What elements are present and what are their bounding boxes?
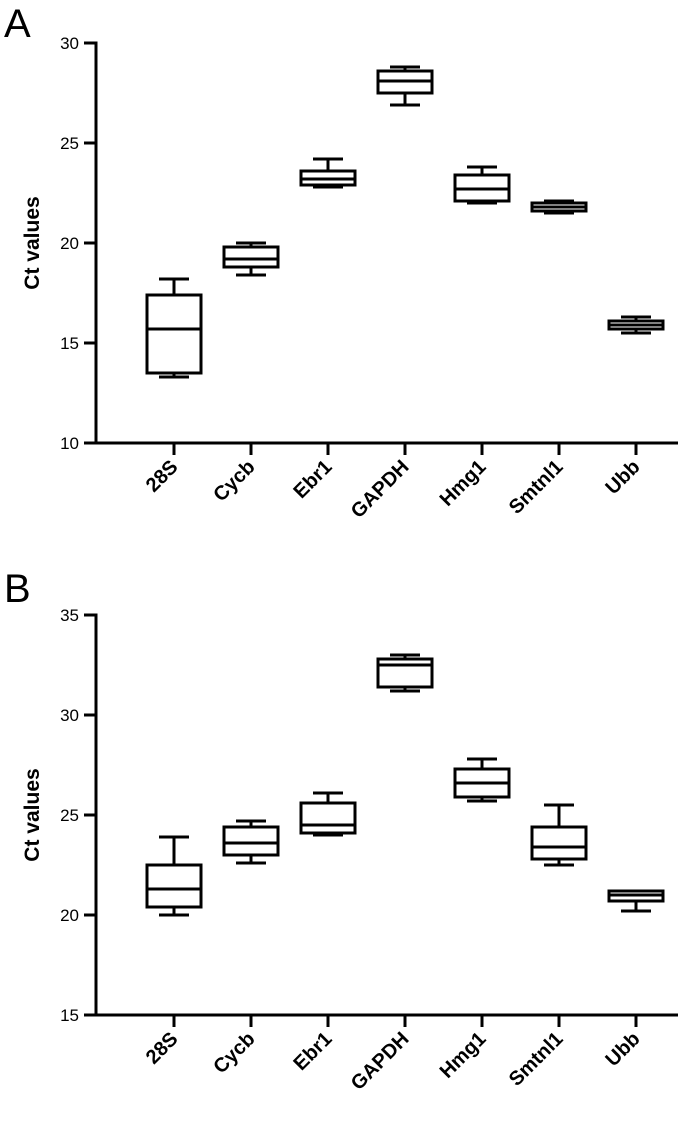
- panel-a-x-tick-label: Ubb: [601, 456, 644, 499]
- panel-a-y-axis-label: Ct values: [21, 196, 44, 289]
- panel-a-box-hmg1: [453, 165, 511, 205]
- panel-b-x-tick-label: Hmg1: [436, 1028, 491, 1083]
- panel-a-x-tick-label: Ebr1: [290, 456, 337, 503]
- panel-b-letter: B: [4, 567, 31, 611]
- panel-b-x-tick-label: Cycb: [209, 1028, 259, 1078]
- panel-a-x-tick-label: 28S: [142, 456, 183, 497]
- panel-a-box-gapdh: [376, 65, 434, 107]
- panel-b-x-tick-label: Ebr1: [290, 1028, 337, 1075]
- panel-b-box-smtnl1: [530, 803, 588, 867]
- panel-a-y-tick-label: 25: [60, 134, 79, 153]
- iqr-box: [376, 657, 434, 689]
- panel-b-y-tick-label: 20: [60, 906, 79, 925]
- panel-b-x-tick-label: 28S: [142, 1028, 183, 1069]
- iqr-box: [145, 293, 203, 375]
- panel-a-y-tick-label: 20: [60, 234, 79, 253]
- panel-a-y-tick-label: 15: [60, 334, 79, 353]
- panel-a: A Ct values 10 15 20 25 30 28S Cycb Ebr1 GAPDH Hm…: [4, 2, 678, 523]
- panel-a-x-tick-label: GAPDH: [347, 456, 414, 523]
- panel-b-box-28s: [145, 835, 203, 917]
- panel-b-y-tick-label: 30: [60, 706, 79, 725]
- iqr-box: [222, 245, 280, 269]
- panel-a-box-ubb: [607, 315, 665, 335]
- panel-a-y-tick-label: 10: [60, 434, 79, 453]
- panel-b-y-tick-label: 25: [60, 806, 79, 825]
- panel-b-box-cycb: [222, 819, 280, 865]
- panel-b-y-tick-label: 15: [60, 1006, 79, 1025]
- panel-a-x-tick-label: Hmg1: [436, 456, 491, 511]
- iqr-box: [299, 801, 357, 835]
- panel-a-box-ebr1: [299, 157, 357, 189]
- iqr-box: [145, 863, 203, 909]
- panel-b-x-tick-label: Smtnl1: [505, 1028, 568, 1091]
- panel-a-box-smtnl1: [530, 199, 588, 215]
- panel-a-x-tick-label: Cycb: [209, 456, 259, 506]
- panel-b-box-hmg1: [453, 757, 511, 803]
- panel-a-box-28s: [145, 277, 203, 379]
- panel-a-box-cycb: [222, 241, 280, 277]
- panel-b-y-tick-label: 35: [60, 606, 79, 625]
- panel-b-x-tick-label: Ubb: [601, 1028, 644, 1071]
- iqr-box: [530, 825, 588, 861]
- panel-a-letter: A: [4, 2, 31, 46]
- panel-b-y-axis-label: Ct values: [21, 768, 44, 861]
- iqr-box: [222, 825, 280, 857]
- panel-b-box-ebr1: [299, 791, 357, 837]
- panel-a-y-tick-label: 30: [60, 34, 79, 53]
- panel-b: B Ct values 15 20 25 30 35 28S Cycb Ebr1 GAPDH Hm…: [4, 567, 678, 1095]
- panel-b-x-tick-label: GAPDH: [347, 1028, 414, 1095]
- panel-a-x-tick-label: Smtnl1: [505, 456, 568, 519]
- panel-b-box-ubb: [607, 889, 665, 913]
- panel-b-box-gapdh: [376, 653, 434, 693]
